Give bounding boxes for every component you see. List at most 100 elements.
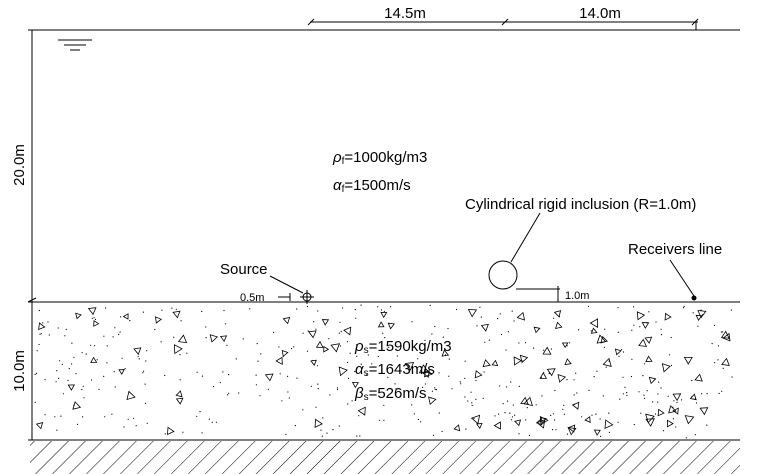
- sand-dot: [315, 407, 316, 408]
- sand-dot: [550, 415, 551, 416]
- sand-dot: [238, 392, 239, 393]
- sand-dot: [287, 391, 288, 392]
- sand-dot: [120, 331, 121, 332]
- sand-dot: [98, 389, 99, 390]
- sand-dot: [60, 416, 61, 417]
- sand-dot: [442, 431, 443, 432]
- gravel: [119, 370, 124, 375]
- sand-dot: [143, 371, 144, 372]
- sand-dot: [56, 370, 57, 371]
- sand-dot: [603, 395, 604, 396]
- sand-dot: [702, 314, 703, 315]
- sand-dot: [518, 342, 519, 343]
- sand-dot: [631, 330, 632, 331]
- gravel: [429, 397, 436, 404]
- fluid-density: ρf=1000kg/m3: [332, 149, 427, 167]
- sand-dot: [212, 422, 213, 423]
- sand-dot: [206, 337, 207, 338]
- sand-dot: [179, 354, 180, 355]
- sand-dot: [511, 419, 512, 420]
- sand-dot: [107, 345, 108, 346]
- gravel: [358, 407, 365, 415]
- sand-dot: [420, 421, 421, 422]
- sand-dot: [257, 343, 258, 344]
- gravel: [492, 361, 497, 366]
- sand-dot: [574, 404, 575, 405]
- sand-dot: [94, 345, 95, 346]
- gravel: [266, 374, 273, 381]
- sand-dot: [296, 308, 297, 309]
- gravel: [563, 343, 568, 348]
- sand-dot: [39, 310, 40, 311]
- gravel: [645, 337, 651, 343]
- gravel: [276, 357, 282, 364]
- sand-dot: [90, 345, 91, 346]
- sand-dot: [661, 334, 662, 335]
- sand-dot: [291, 348, 292, 349]
- sand-dot: [106, 362, 107, 363]
- gravel: [37, 423, 43, 429]
- sand-dot: [414, 413, 415, 414]
- sand-dot: [718, 345, 719, 346]
- sand-dot: [412, 321, 413, 322]
- sand-dot: [278, 346, 279, 347]
- gravel: [68, 385, 74, 390]
- sand-dot: [695, 398, 696, 399]
- sand-dot: [111, 414, 112, 415]
- gravel: [558, 375, 565, 382]
- sand-dot: [359, 435, 360, 436]
- sand-dot: [352, 400, 353, 401]
- sand-dot: [176, 309, 177, 310]
- sand-dot: [553, 413, 554, 414]
- gravel: [331, 344, 339, 352]
- sand-dot: [83, 386, 84, 387]
- gravel: [477, 424, 482, 429]
- sand-dot: [434, 387, 435, 388]
- gravel: [94, 321, 99, 327]
- gravel: [210, 335, 217, 342]
- gravel: [520, 355, 527, 362]
- sand-dot: [113, 336, 114, 337]
- sand-dot: [686, 437, 687, 438]
- sand-dot: [68, 380, 69, 381]
- sand-dot: [77, 424, 78, 425]
- sand-dot: [378, 356, 379, 357]
- sand-dot: [525, 342, 526, 343]
- sand-dot: [508, 331, 509, 332]
- sand-dot: [145, 360, 146, 361]
- sand-dot: [594, 376, 595, 377]
- gravel: [482, 324, 489, 331]
- sand-dot: [669, 354, 670, 355]
- sand-dot: [227, 394, 228, 395]
- soil-density: ρs=1590kg/m3: [354, 338, 452, 356]
- sand-dot: [504, 412, 505, 413]
- sand-dot: [303, 333, 304, 334]
- sand-dot: [646, 322, 647, 323]
- sand-dot: [518, 433, 519, 434]
- sand-dot: [671, 337, 672, 338]
- sand-dot: [213, 386, 214, 387]
- sand-dot: [567, 345, 568, 346]
- gravel: [673, 394, 680, 401]
- sand-dot: [447, 328, 448, 329]
- sand-dot: [695, 434, 696, 435]
- gravel: [311, 360, 316, 365]
- sand-dot: [42, 322, 43, 323]
- gravel: [344, 327, 351, 335]
- sand-dot: [617, 307, 618, 308]
- sand-dot: [347, 362, 348, 363]
- sand-dot: [293, 346, 294, 347]
- sand-dot: [624, 387, 625, 388]
- sand-dot: [633, 325, 634, 326]
- sand-dot: [494, 415, 495, 416]
- gravel: [379, 322, 384, 327]
- sand-dot: [475, 380, 476, 381]
- diagram: 14.5m 14.0m 20.0m 10.0m 0.5m 1.0m ρf=100…: [0, 0, 758, 474]
- sand-dot: [464, 378, 465, 379]
- sand-dot: [358, 415, 359, 416]
- sand-dot: [564, 414, 565, 415]
- sand-dot: [541, 395, 542, 396]
- dimension-label: 10.0m: [11, 350, 28, 392]
- sand-dot: [49, 334, 50, 335]
- sand-dot: [581, 416, 582, 417]
